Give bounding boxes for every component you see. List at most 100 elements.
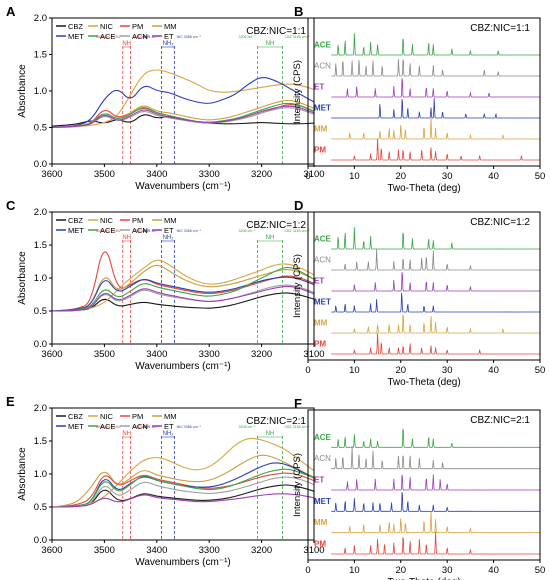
- annotation-label: 3465 cm⁻¹ CBZ: [96, 229, 122, 233]
- annotation-label: 3391 cm⁻¹: [143, 35, 161, 39]
- series-label-acn: ACN: [314, 62, 331, 71]
- annotation-group-label: NH: [266, 235, 275, 241]
- plot-frame: [307, 17, 541, 167]
- y-tick-label: 1.0: [34, 469, 47, 480]
- x-tick-label: 3400: [146, 545, 167, 556]
- annotation-group-label: NH: [122, 431, 131, 437]
- x-tick-label: 10: [349, 365, 360, 376]
- x-tick-label: 50: [535, 171, 546, 182]
- x-tick-label: 40: [488, 171, 499, 182]
- series-line-et: [51, 105, 315, 129]
- legend-label: CBZ: [68, 412, 83, 421]
- panel-letter: E: [6, 394, 15, 409]
- series-line-pm: [51, 472, 315, 508]
- chart-title: CBZ:NIC=1:2: [470, 217, 530, 228]
- diffractogram-et: [331, 78, 540, 98]
- annotation-label: 3450 cm⁻¹: [133, 425, 151, 429]
- y-tick-label: 1.0: [34, 273, 47, 284]
- series-line-mm: [51, 454, 315, 508]
- plot-frame: [307, 211, 541, 361]
- legend-label: CBZ: [68, 216, 83, 225]
- diffractogram-acn: [331, 59, 541, 77]
- annotation-label: 3450 cm⁻¹: [133, 229, 151, 233]
- legend-label: ACN: [132, 32, 148, 41]
- chart-title: CBZ:NIC=2:1: [246, 416, 306, 427]
- x-tick-label: 50: [535, 365, 546, 376]
- x-tick-label: 50: [535, 565, 546, 576]
- series-line-pm: [51, 251, 315, 312]
- y-tick-label: 0.5: [34, 123, 47, 134]
- diffractogram-ace: [331, 227, 540, 250]
- diffractogram-ace: [331, 33, 540, 56]
- series-line-nic: [52, 259, 315, 312]
- x-tick-label: 3200: [251, 349, 272, 360]
- x-axis-title: Wavenumbers (cm⁻¹): [135, 557, 230, 568]
- diffractogram-et: [331, 474, 540, 491]
- legend-label: MM: [164, 412, 177, 421]
- x-tick-label: 40: [488, 565, 499, 576]
- series-line-nic: [52, 69, 315, 129]
- x-tick-label: 3600: [41, 545, 62, 556]
- series-label-pm: PM: [314, 540, 326, 549]
- plot-frame: [51, 17, 315, 165]
- x-tick-label: 3500: [94, 169, 115, 180]
- x-axis-title: Two-Theta (deg): [387, 577, 460, 580]
- series-label-pm: PM: [314, 146, 326, 155]
- x-tick-label: 30: [442, 565, 453, 576]
- diffractogram-met: [331, 98, 540, 119]
- series-label-ace: ACE: [314, 235, 332, 244]
- x-tick-label: 3600: [41, 349, 62, 360]
- x-tick-label: 20: [396, 365, 407, 376]
- panel-letter: B: [294, 4, 303, 19]
- series-label-ace: ACE: [314, 41, 332, 50]
- annotation-label: 3208 cm⁻¹: [239, 425, 257, 429]
- diffractogram-mm: [331, 117, 541, 140]
- y-tick-label: 2.0: [34, 13, 47, 24]
- y-axis-title: Absorbance: [17, 447, 28, 501]
- diffractogram-pm: [331, 332, 540, 355]
- x-tick-label: 40: [488, 365, 499, 376]
- series-label-met: MET: [314, 104, 331, 113]
- x-tick-label: 3500: [94, 349, 115, 360]
- panel-letter: A: [6, 4, 16, 19]
- annotation-label: 3208 cm⁻¹: [239, 229, 257, 233]
- annotation-label: 3465 cm⁻¹ CBZ: [96, 425, 122, 429]
- series-line-ace: [52, 266, 315, 312]
- legend-label: ET: [164, 422, 174, 431]
- y-tick-label: 0.0: [34, 535, 47, 546]
- diffractogram-mm: [331, 314, 541, 334]
- panel-letter: F: [294, 396, 302, 411]
- legend-label: ACN: [132, 422, 148, 431]
- annotation-label: 3465 cm⁻¹ CBZ: [96, 35, 122, 39]
- x-tick-label: 3200: [251, 169, 272, 180]
- panel-f-group: F ACE ACN ET MET MM PM 0 10 20 30 40 50 Two-Theta (de…: [292, 396, 545, 580]
- y-tick-label: 1.5: [34, 240, 47, 251]
- x-tick-label: 3500: [94, 545, 115, 556]
- series-label-mm: MM: [314, 518, 328, 527]
- y-tick-label: 0.5: [34, 306, 47, 317]
- annotation-group-label: NH₂: [163, 41, 175, 47]
- panel-letter: C: [6, 198, 16, 213]
- x-tick-label: 10: [349, 565, 360, 576]
- diffractogram-et: [331, 272, 540, 292]
- x-axis-title: Two-Theta (deg): [387, 183, 460, 194]
- y-axis-title: Absorbance: [17, 251, 28, 305]
- x-axis-title: Two-Theta (deg): [387, 377, 460, 388]
- x-tick-label: 30: [442, 365, 453, 376]
- series-line-ace: [51, 102, 315, 129]
- y-axis-title: Intensity (CPS): [292, 254, 303, 318]
- x-axis-title: Wavenumbers (cm⁻¹): [135, 181, 230, 192]
- x-tick-label: 3100: [303, 169, 324, 180]
- x-tick-label: 3100: [303, 349, 324, 360]
- legend-label: PM: [132, 216, 143, 225]
- x-tick-label: 3300: [199, 349, 220, 360]
- x-tick-label: 30: [442, 171, 453, 182]
- annotation-label: 3450 cm⁻¹: [133, 35, 151, 39]
- legend-label: MM: [164, 216, 177, 225]
- panel-b-group: B ACE ACN ET MET MM PM 0 10 20 30 40 50 Two-Theta (de…: [292, 4, 545, 194]
- series-label-met: MET: [314, 298, 331, 307]
- legend-label: NIC: [100, 412, 114, 421]
- x-tick-label: 3600: [41, 169, 62, 180]
